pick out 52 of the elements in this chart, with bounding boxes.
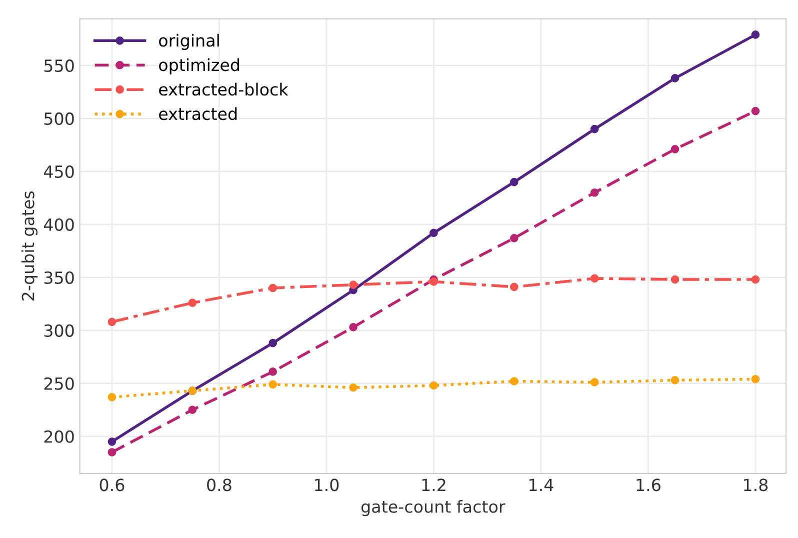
point <box>108 318 116 326</box>
point <box>188 406 197 414</box>
point <box>751 374 760 384</box>
y-tick-label: 500 <box>44 112 74 126</box>
x-tick-label: 1.4 <box>530 478 554 491</box>
y-tick-label: 200 <box>44 430 74 443</box>
point <box>751 275 760 284</box>
point <box>670 275 680 284</box>
point <box>430 381 438 390</box>
x-tick-label: 0.6 <box>100 478 124 492</box>
point <box>108 392 116 402</box>
point <box>510 377 518 386</box>
point <box>590 378 599 386</box>
point <box>188 298 197 307</box>
y-axis-title: 2-qubit gates <box>21 191 38 300</box>
y-tick-label: 350 <box>44 271 74 284</box>
point <box>349 323 358 332</box>
point <box>590 274 599 283</box>
y-tick-label: 250 <box>44 377 74 390</box>
point <box>108 448 116 456</box>
point <box>510 178 518 186</box>
point <box>268 338 278 348</box>
point <box>670 74 680 82</box>
x-tick-label: 1.6 <box>636 478 660 492</box>
x-tick-label: 1.2 <box>422 478 446 491</box>
legend-label: extracted-block <box>159 82 288 96</box>
x-axis-title: gate-count factor <box>361 500 506 516</box>
point <box>349 383 358 392</box>
legend-label: optimized <box>159 58 240 74</box>
point <box>590 124 599 134</box>
point <box>268 368 278 376</box>
y-tick-label: 550 <box>44 59 74 72</box>
y-tick-label: 300 <box>44 324 74 337</box>
point <box>670 376 680 384</box>
point <box>510 234 518 242</box>
x-tick-label: 1.0 <box>315 478 339 492</box>
y-tick-label: 450 <box>44 165 74 178</box>
x-tick-label: 0.8 <box>207 478 232 492</box>
point <box>268 284 278 292</box>
point <box>751 30 760 39</box>
x-tick-label: 1.8 <box>744 478 768 492</box>
point <box>510 282 518 292</box>
point <box>590 188 599 197</box>
point <box>268 380 278 389</box>
point <box>349 280 358 289</box>
legend-label: original <box>159 34 219 50</box>
point <box>670 145 680 154</box>
point <box>430 228 438 238</box>
point <box>751 106 760 116</box>
legend-label: extracted <box>159 107 237 120</box>
point <box>108 437 116 446</box>
y-tick-label: 400 <box>44 218 74 231</box>
